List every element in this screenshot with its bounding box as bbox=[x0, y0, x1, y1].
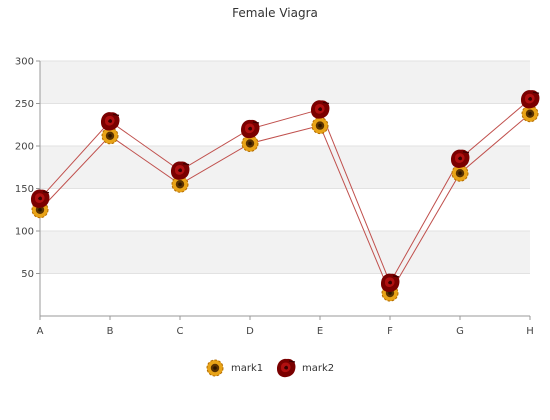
sunflower-icon bbox=[206, 359, 224, 377]
y-tick-label: 300 bbox=[15, 57, 34, 68]
grid-band bbox=[40, 61, 530, 104]
series-layer bbox=[30, 89, 541, 302]
data-point-mark2 bbox=[100, 111, 121, 132]
series-line-mark2 bbox=[39, 98, 531, 285]
series-line-mark1 bbox=[39, 113, 531, 295]
grid-band bbox=[40, 231, 530, 274]
grid-band bbox=[40, 146, 530, 189]
x-tick-label: G bbox=[456, 326, 464, 337]
legend-label: mark2 bbox=[302, 363, 334, 374]
x-tick-label: E bbox=[317, 326, 323, 337]
x-tick-label: C bbox=[177, 326, 184, 337]
x-tick-label: H bbox=[526, 326, 534, 337]
y-tick-label: 100 bbox=[15, 227, 34, 238]
legend: mark1 mark2 bbox=[206, 358, 334, 378]
y-axis: 50 100 150 200 250 300 bbox=[15, 57, 41, 316]
data-point-mark1 bbox=[311, 117, 329, 135]
grid-bands bbox=[40, 60, 530, 274]
y-tick-label: 200 bbox=[15, 142, 34, 153]
rose-icon bbox=[276, 358, 297, 378]
x-tick-label: A bbox=[37, 326, 44, 337]
x-axis: A B C D E F G H bbox=[37, 315, 534, 337]
data-point-mark2 bbox=[520, 89, 541, 110]
data-point-mark2 bbox=[240, 119, 261, 139]
y-tick-label: 50 bbox=[21, 269, 34, 280]
legend-label: mark1 bbox=[231, 363, 263, 374]
x-tick-label: B bbox=[107, 326, 114, 337]
chart-title: Female Viagra bbox=[232, 6, 318, 20]
x-tick-label: F bbox=[387, 326, 393, 337]
y-tick-label: 250 bbox=[15, 99, 34, 110]
y-tick-label: 150 bbox=[15, 184, 34, 195]
x-tick-label: D bbox=[246, 326, 254, 337]
data-point-mark2 bbox=[310, 99, 331, 120]
